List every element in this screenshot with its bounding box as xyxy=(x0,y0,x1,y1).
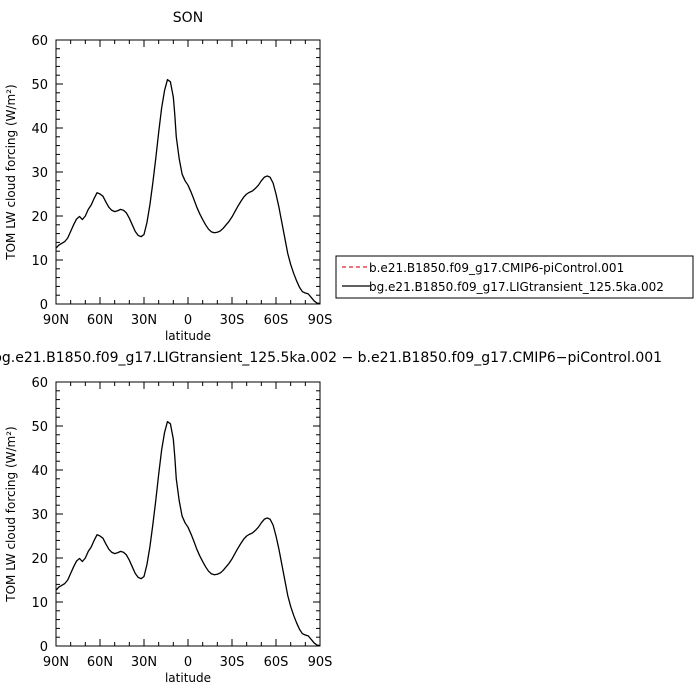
chart-title: SON xyxy=(173,10,203,26)
y-tick-label: 30 xyxy=(31,508,48,523)
x-tick-label: 30N xyxy=(131,655,157,670)
x-tick-label: 90N xyxy=(43,655,69,670)
y-tick-label: 50 xyxy=(31,78,48,93)
legend-entry-label: bg.e21.B1850.f09_g17.LIGtransient_125.5k… xyxy=(369,280,664,294)
x-tick-label: 30N xyxy=(131,313,157,328)
y-tick-label: 20 xyxy=(31,552,48,567)
y-tick-label: 20 xyxy=(31,210,48,225)
x-tick-label: 60S xyxy=(264,313,289,328)
x-tick-label: 60S xyxy=(264,655,289,670)
legend-entry-label: b.e21.B1850.f09_g17.CMIP6-piControl.001 xyxy=(369,261,624,275)
chart-panel-2: bg.e21.B1850.f09_g17.LIGtransient_125.5k… xyxy=(0,350,662,685)
legend-box xyxy=(335,255,694,299)
legend: b.e21.B1850.f09_g17.CMIP6-piControl.001b… xyxy=(335,255,694,299)
x-axis-label: latitude xyxy=(165,671,211,685)
chart-panel-1: SON 0 10 20 30 40 50 60 90N 60N 30N 0 30S 60S 90S latit… xyxy=(4,10,694,343)
series-line-1 xyxy=(55,420,321,647)
y-axis-label: TOM LW cloud forcing (W/m²) xyxy=(4,84,18,261)
x-tick-label: 0 xyxy=(184,655,192,670)
x-tick-label: 90S xyxy=(308,313,333,328)
y-tick-label: 10 xyxy=(31,596,48,611)
plot-frame xyxy=(55,381,321,647)
x-tick-label: 0 xyxy=(184,313,192,328)
y-tick-label: 60 xyxy=(31,376,48,391)
y-tick-label: 30 xyxy=(31,166,48,181)
x-tick-label: 60N xyxy=(87,655,113,670)
x-tick-label: 30S xyxy=(220,313,245,328)
y-tick-label: 60 xyxy=(31,34,48,49)
y-tick-label: 50 xyxy=(31,420,48,435)
y-tick-label: 40 xyxy=(31,464,48,479)
plot-frame xyxy=(55,39,321,305)
series-line-1 xyxy=(55,78,321,305)
x-tick-label: 60N xyxy=(87,313,113,328)
chart-title: bg.e21.B1850.f09_g17.LIGtransient_125.5k… xyxy=(0,350,662,366)
x-tick-label: 90S xyxy=(308,655,333,670)
x-axis-label: latitude xyxy=(165,329,211,343)
y-tick-label: 0 xyxy=(40,640,48,655)
y-tick-label: 10 xyxy=(31,254,48,269)
y-tick-label: 0 xyxy=(40,298,48,313)
x-tick-label: 90N xyxy=(43,313,69,328)
x-tick-label: 30S xyxy=(220,655,245,670)
y-tick-label: 40 xyxy=(31,122,48,137)
y-axis-label: TOM LW cloud forcing (W/m²) xyxy=(4,426,18,603)
